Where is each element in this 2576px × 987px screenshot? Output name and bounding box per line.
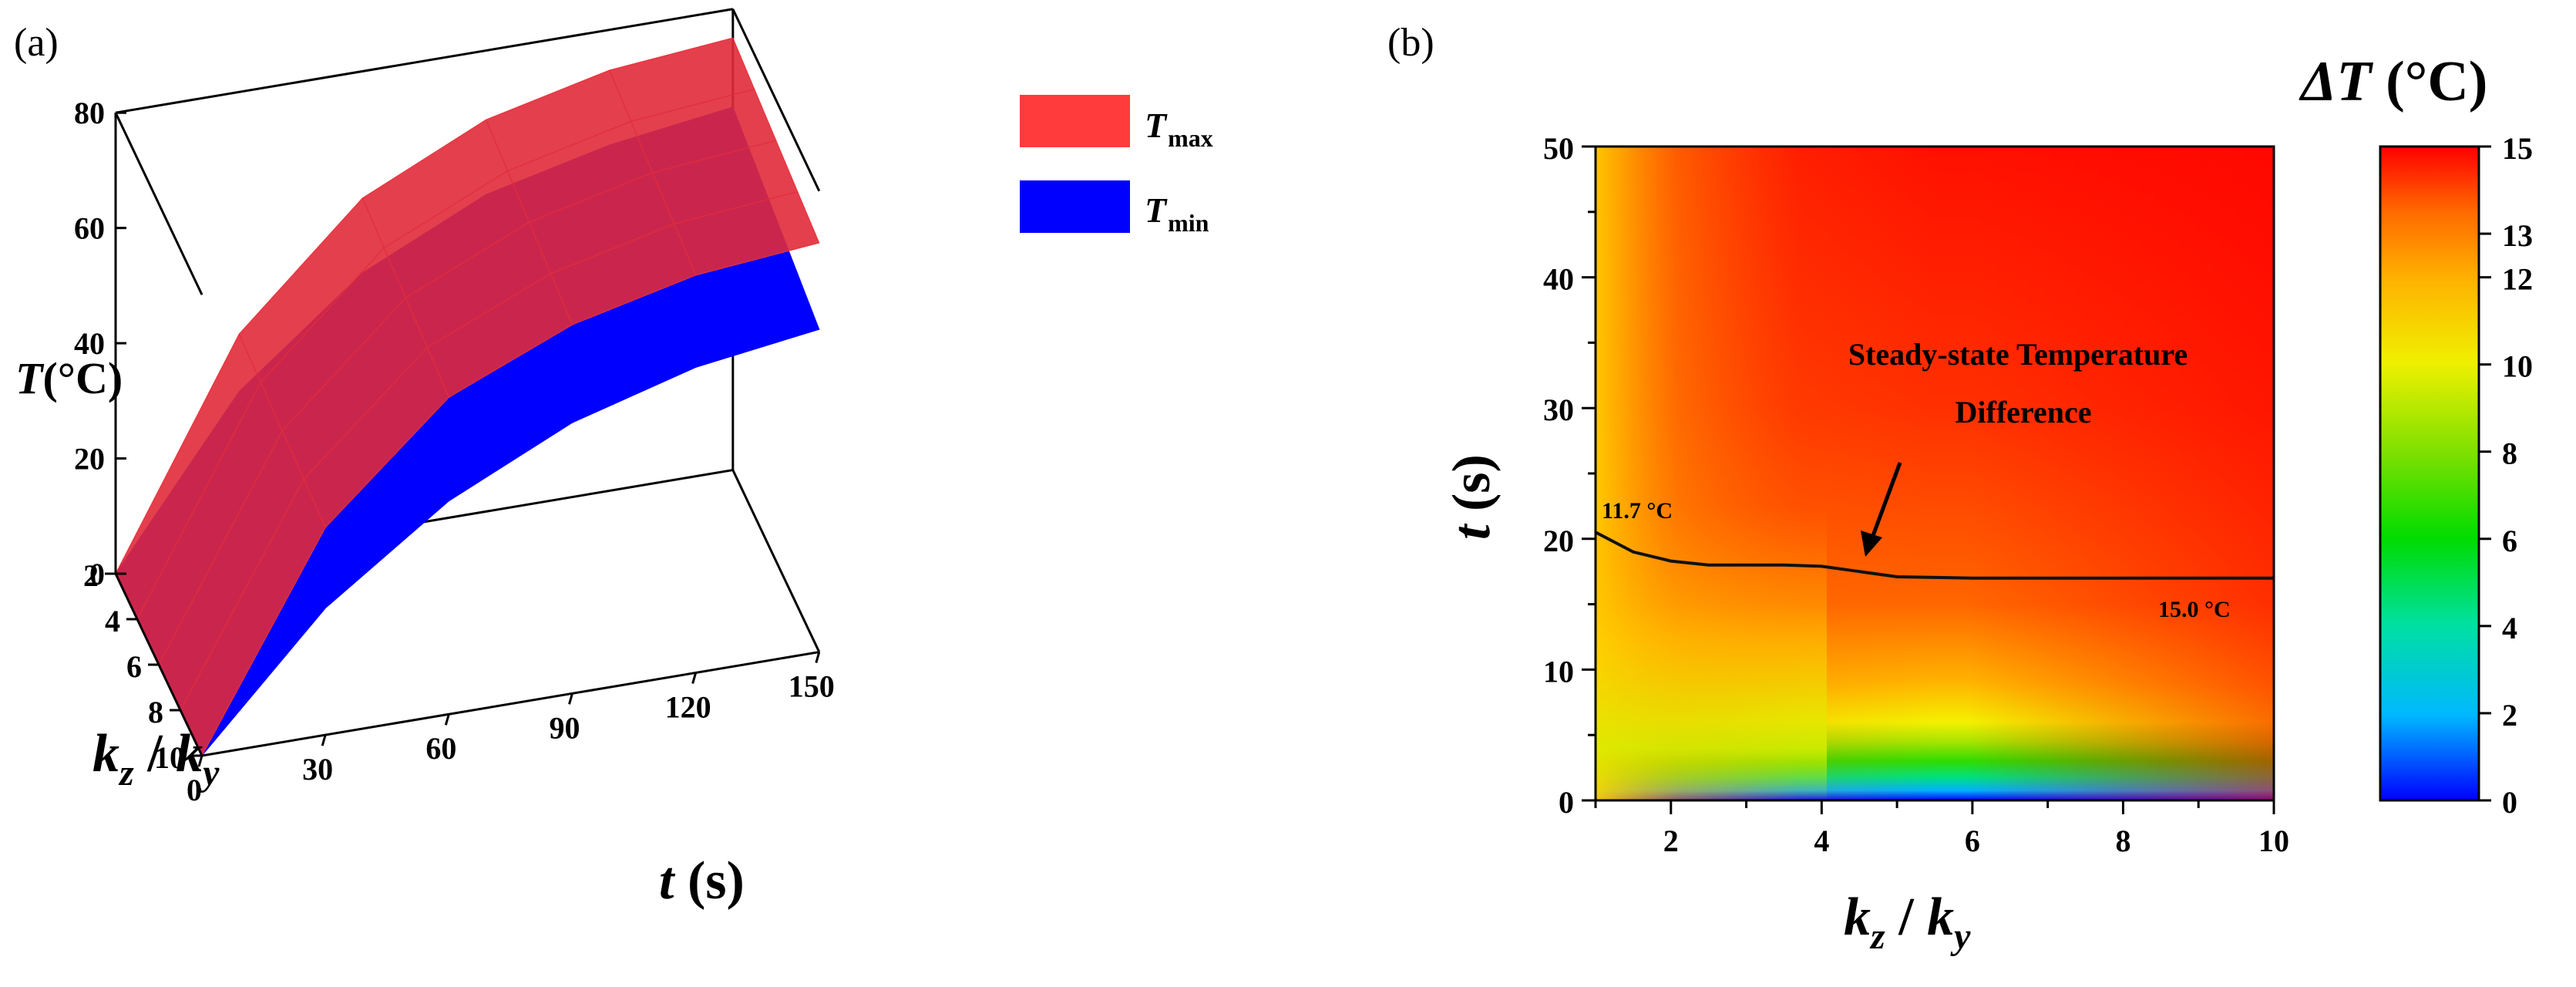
colorbar-title: ΔT (°C) — [2299, 50, 2487, 113]
heatmap-plot — [1596, 147, 2274, 800]
panel-a-label: (a) — [14, 21, 59, 65]
surface-patch-max — [673, 190, 820, 276]
surface-overlap-shade — [116, 38, 819, 756]
t-tick — [691, 672, 698, 684]
t-tick-label: 60 — [425, 731, 456, 766]
k-tick-label: 6 — [126, 649, 142, 684]
box-edge-front-floor — [201, 651, 820, 757]
heatmap-x-tick-label: 6 — [1965, 824, 1980, 858]
legend-label-tmin: Tmin — [1145, 190, 1209, 237]
box-edge-right-top — [731, 8, 821, 192]
t-tick — [815, 652, 821, 663]
annotation-start-value: 11.7 °C — [1602, 498, 1673, 524]
annotation-arrow — [1861, 462, 1902, 557]
k-axis-title-b: kz / ky — [1844, 888, 1971, 957]
t-tick-label: 30 — [302, 752, 333, 787]
steady-state-curve — [1596, 531, 2274, 580]
heatmap-x-tick-label: 4 — [1814, 824, 1829, 858]
heatmap-x-tick-label: 10 — [2258, 824, 2289, 858]
legend-panel-a: Tmax Tmin — [1020, 95, 1213, 237]
annotation-title-line1: Steady-state Temperature — [1848, 337, 2188, 372]
box-edge-back-top — [115, 8, 734, 114]
heatmap-right-band — [1596, 147, 2274, 800]
heatmap-x-tick-label: 2 — [1663, 824, 1679, 858]
surface-patch-min — [673, 273, 820, 369]
colorbar-tick-label: 4 — [2502, 611, 2517, 645]
colorbar-tick-label: 12 — [2502, 262, 2533, 297]
annotation-end-value: 15.0 °C — [2158, 597, 2231, 622]
heatmap-axes: 0 10 20 30 40 50 2 4 6 8 10 — [1543, 131, 2289, 858]
box-edge-right-floor — [731, 469, 821, 653]
colorbar-tick-label: 15 — [2502, 131, 2533, 166]
z-tick-label: 60 — [74, 211, 105, 246]
legend-label-tmax: Tmax — [1145, 106, 1213, 152]
z-axis-title: T(°C) — [15, 353, 123, 403]
colorbar-tick-label: 0 — [2502, 785, 2517, 820]
t-tick-label: 0 — [187, 773, 202, 807]
colorbar-tick-label: 2 — [2502, 698, 2517, 733]
z-tick-label: 0 — [89, 557, 105, 591]
heatmap-x-tick-label: 8 — [2115, 824, 2130, 858]
colorbar-axis: 0 2 4 6 8 10 12 13 15 — [2479, 131, 2533, 820]
colorbar-tick-label: 10 — [2502, 349, 2533, 384]
colorbar-tick-label: 13 — [2502, 218, 2533, 253]
z-tick-label: 20 — [74, 442, 105, 477]
t-tick — [568, 692, 573, 705]
legend-swatch-tmax — [1020, 95, 1130, 147]
t-axis-title-a: t (s) — [659, 851, 745, 911]
t-tick-label: 120 — [665, 689, 711, 724]
z-tick-label: 80 — [74, 96, 105, 130]
legend-swatch-tmin — [1020, 180, 1130, 233]
colorbar — [2379, 145, 2480, 802]
annotation-title-line2: Difference — [1956, 395, 2092, 429]
k-tick-label: 10 — [154, 740, 185, 775]
t-tick — [444, 713, 450, 726]
t-tick-label: 150 — [789, 669, 835, 704]
heatmap-y-tick-label: 0 — [1559, 785, 1574, 820]
box-edge-left-top — [114, 112, 203, 295]
k-tick-label: 2 — [83, 558, 99, 593]
k-axis-title-a: kz / ky — [92, 724, 220, 793]
t-tick — [197, 755, 203, 767]
heatmap-y-tick-label: 50 — [1543, 131, 1574, 166]
t-tick — [321, 734, 327, 746]
heatmap-y-tick-label: 10 — [1543, 654, 1574, 689]
z-tick-label: 40 — [74, 326, 105, 361]
k-tick-label: 8 — [148, 695, 163, 729]
colorbar-tick-label: 6 — [2502, 524, 2517, 558]
t-tick-label: 90 — [549, 710, 580, 745]
heatmap-y-tick-label: 30 — [1543, 392, 1574, 427]
t-axis-title-b: t (s) — [1442, 454, 1502, 540]
heatmap-y-tick-label: 40 — [1543, 262, 1574, 297]
colorbar-tick-label: 8 — [2502, 436, 2517, 471]
heatmap-y-tick-label: 20 — [1543, 524, 1574, 558]
panel-b-label: (b) — [1387, 21, 1434, 65]
k-tick-label: 4 — [105, 604, 120, 638]
